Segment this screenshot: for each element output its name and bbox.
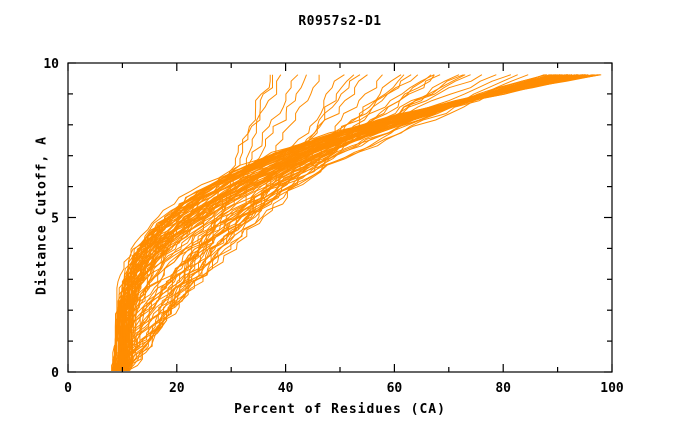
- svg-text:80: 80: [495, 381, 511, 396]
- data-curves: [111, 74, 602, 371]
- svg-text:5: 5: [51, 212, 59, 227]
- svg-text:10: 10: [43, 57, 59, 72]
- page-title: R0957s2-D1: [298, 14, 382, 29]
- svg-text:0: 0: [64, 381, 72, 396]
- svg-text:20: 20: [169, 381, 185, 396]
- x-axis-label: Percent of Residues (CA): [234, 402, 446, 417]
- y-axis-label: Distance Cutoff, A: [34, 136, 50, 295]
- svg-text:0: 0: [51, 366, 59, 381]
- svg-text:40: 40: [278, 381, 294, 396]
- svg-text:100: 100: [600, 381, 624, 396]
- tick-labels: 0 20 40 60 80 100 0 5 10: [43, 57, 624, 396]
- svg-text:60: 60: [387, 381, 403, 396]
- axis-frame: [67, 62, 613, 373]
